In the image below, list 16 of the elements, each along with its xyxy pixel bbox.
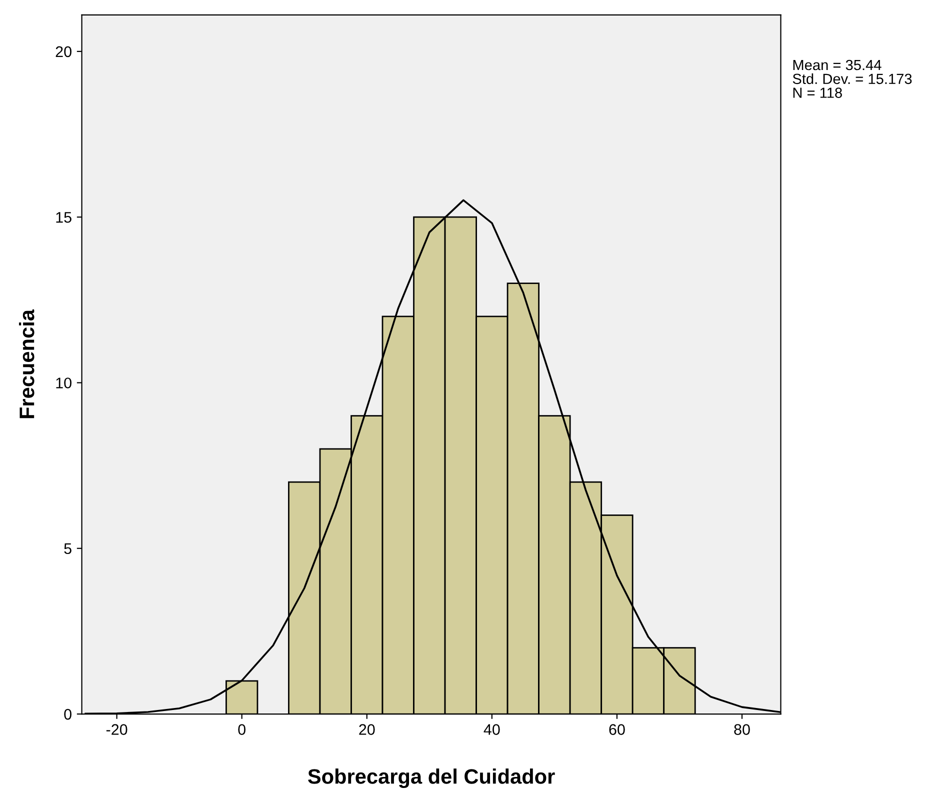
- y-tick-label: 20: [56, 46, 72, 58]
- x-tick-label: 60: [609, 724, 625, 735]
- text: Mean = 35.44: [793, 60, 882, 70]
- x-tick-label: 40: [484, 724, 500, 735]
- x-tick-label: 80: [734, 724, 750, 735]
- y-tick-label: 10: [56, 378, 72, 388]
- y-axis-title: Frecuencia: [18, 309, 34, 418]
- y-tick-label: 0: [64, 708, 72, 720]
- x-tick-label: 20: [359, 724, 375, 735]
- y-tick-label: 5: [64, 543, 72, 554]
- x-tick-label: -20: [106, 724, 128, 735]
- y-tick-label: 15: [56, 212, 72, 223]
- text: Std. Dev. = 15.173: [792, 73, 912, 84]
- x-axis-title: Sobrecarga del Cuidador: [308, 768, 555, 788]
- text: N = 118: [793, 88, 842, 98]
- x-tick-label: 0: [238, 724, 246, 735]
